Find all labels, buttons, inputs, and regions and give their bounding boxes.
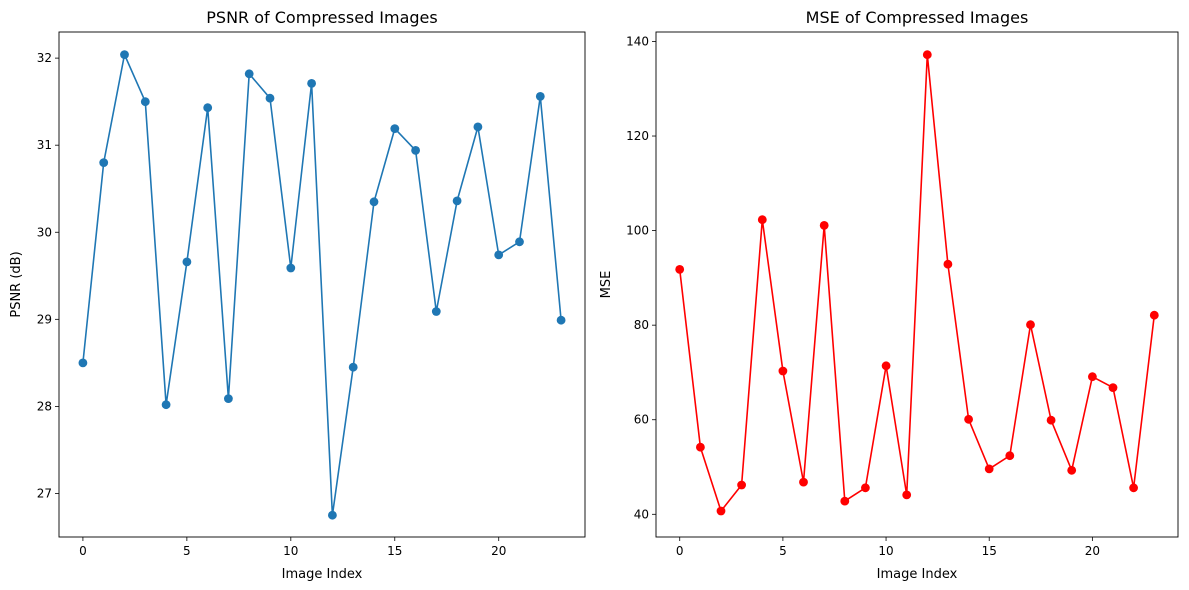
y-tick-label: 28 [37, 399, 52, 413]
mse-chart: MSE of Compressed Images 0 5 10 15 20 40 60 80 10… [599, 8, 1179, 582]
x-tick-label: 5 [183, 544, 191, 558]
x-tick-label: 0 [676, 544, 684, 558]
y-tick-label: 29 [37, 312, 52, 326]
psnr-chart: PSNR of Compressed Images 0 5 10 15 20 27 28 29 3… [9, 8, 586, 582]
mse-data-point [778, 366, 788, 376]
psnr-data-point [369, 197, 379, 207]
y-tick-label: 32 [37, 51, 52, 65]
y-tick-label: 100 [626, 224, 649, 238]
mse-data-point [964, 414, 973, 424]
psnr-data-point [390, 124, 400, 133]
mse-data-point [902, 490, 912, 500]
y-tick-label: 140 [626, 34, 649, 48]
psnr-data-point [161, 400, 171, 410]
x-tick-label: 15 [387, 544, 402, 558]
mse-data-point [737, 480, 746, 490]
psnr-data-point [78, 358, 88, 368]
mse-data-point [1088, 372, 1097, 382]
psnr-data-point [556, 315, 566, 325]
psnr-chart-title: PSNR of Compressed Images [206, 8, 437, 27]
y-tick-label: 30 [37, 225, 52, 239]
x-tick-label: 10 [283, 544, 298, 558]
psnr-data-point [494, 250, 504, 260]
y-tick-label: 40 [634, 507, 649, 521]
y-tick-label: 60 [634, 413, 649, 427]
x-tick-label: 10 [878, 544, 893, 558]
psnr-data-point [411, 146, 420, 155]
psnr-data-point [120, 50, 129, 59]
mse-x-axis-label: Image Index [877, 567, 958, 582]
mse-chart-title: MSE of Compressed Images [806, 8, 1029, 27]
mse-data-point [675, 265, 685, 274]
psnr-series-line [82, 53, 562, 517]
mse-data-point [984, 464, 994, 474]
x-tick-label: 20 [491, 544, 506, 558]
mse-data-point [1005, 451, 1015, 461]
psnr-plot-frame [58, 31, 586, 538]
y-tick-label: 31 [37, 138, 52, 152]
x-tick-label: 15 [982, 544, 997, 558]
psnr-data-point [203, 103, 213, 113]
mse-data-point [799, 477, 808, 487]
mse-data-point [1046, 415, 1056, 425]
mse-data-point [757, 215, 767, 225]
mse-data-point [819, 221, 829, 230]
psnr-data-point [244, 69, 254, 79]
x-tick-label: 20 [1085, 544, 1100, 558]
psnr-data-point [286, 263, 296, 273]
psnr-y-axis-label: PSNR (dB) [9, 251, 24, 317]
psnr-data-point [99, 158, 109, 168]
x-tick-label: 0 [79, 544, 87, 558]
y-tick-label: 27 [37, 486, 52, 500]
psnr-data-point [431, 307, 441, 316]
y-tick-label: 80 [634, 318, 649, 332]
mse-data-point [922, 50, 932, 60]
mse-data-point [1108, 383, 1118, 392]
mse-data-point [1149, 310, 1159, 320]
psnr-data-point [348, 362, 358, 372]
y-tick-label: 120 [626, 129, 649, 143]
psnr-data-point [473, 122, 483, 132]
mse-data-point [696, 442, 705, 452]
psnr-data-point [140, 97, 150, 107]
psnr-data-point [265, 93, 275, 103]
psnr-data-point [515, 237, 524, 247]
mse-y-axis-label: MSE [599, 271, 614, 299]
mse-data-point [1067, 465, 1077, 475]
psnr-data-point [535, 92, 545, 101]
mse-data-point [1026, 320, 1035, 330]
psnr-x-axis-label: Image Index [282, 567, 363, 582]
mse-data-point [943, 259, 953, 269]
x-tick-label: 5 [779, 544, 787, 558]
psnr-data-point [182, 257, 192, 267]
mse-data-point [1129, 483, 1138, 493]
mse-data-point [861, 483, 870, 493]
psnr-data-point [328, 510, 337, 520]
mse-data-point [840, 496, 850, 506]
mse-plot-frame [655, 31, 1179, 538]
psnr-data-point [307, 79, 316, 88]
mse-data-point [716, 506, 726, 516]
psnr-data-point [452, 196, 462, 206]
mse-data-point [881, 361, 891, 371]
psnr-data-point [224, 394, 233, 403]
mse-series-line [678, 53, 1156, 512]
